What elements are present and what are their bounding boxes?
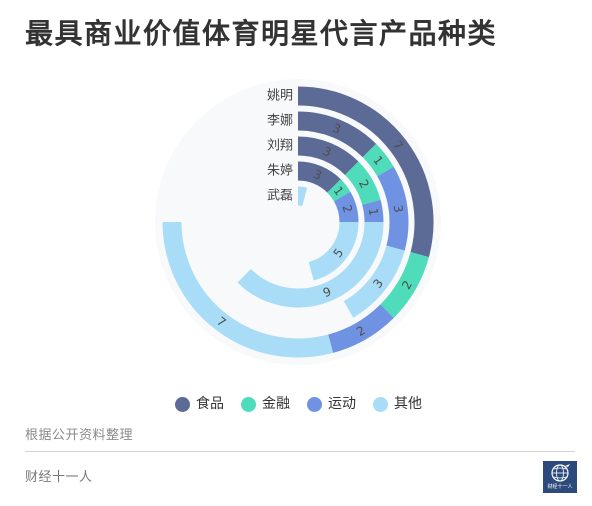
bar-segment-ring2-series1 xyxy=(297,111,377,158)
bar-segment-ring3-series3 xyxy=(362,199,384,223)
bar-value-label-ring4-series3: 2 xyxy=(340,203,356,214)
bar-value-label-ring3-series3: 1 xyxy=(366,207,381,216)
legend-label: 金融 xyxy=(262,396,290,412)
bar-segment-ring2-series3 xyxy=(377,166,409,251)
legend-label: 其他 xyxy=(394,396,422,412)
bar-segment-ring1-series3 xyxy=(327,304,394,353)
logo-text: 财经十一人 xyxy=(547,484,573,490)
globe-icon xyxy=(551,464,570,482)
legend-item-sports: 运动 xyxy=(307,396,356,412)
bar-segment-ring2-series2 xyxy=(362,143,394,177)
bar-segment-ring4-series4 xyxy=(308,221,359,281)
category-label: 刘翔 xyxy=(267,139,293,154)
bar-segment-ring2-series4 xyxy=(343,245,405,318)
bar-value-label-ring2-series3: 3 xyxy=(391,204,406,213)
legend-dot-icon xyxy=(307,396,322,412)
category-labels: 姚明 李娜 刘翔 朱婷 武磊 xyxy=(267,89,293,204)
bar-segment-ring3-series4 xyxy=(237,221,384,308)
source-note: 根据公开资料整理 xyxy=(25,428,134,443)
legend: 食品 金融 运动 其他 xyxy=(175,396,422,412)
bar-segment-ring5-series4 xyxy=(297,186,308,207)
bar-segment-ring1-series1 xyxy=(297,86,434,258)
footer-brand: 财经十一人 xyxy=(25,470,93,485)
chart-title: 最具商业价值体育明星代言产品种类 xyxy=(25,17,498,50)
bar-segment-ring4-series2 xyxy=(327,179,351,202)
bar-segment-ring3-series2 xyxy=(344,161,381,206)
legend-dot-icon xyxy=(241,396,256,412)
bar-segment-ring4-series3 xyxy=(333,191,359,223)
bar-segment-ring4-series1 xyxy=(297,161,341,193)
category-label: 姚明 xyxy=(267,89,293,104)
legend-item-food: 食品 xyxy=(175,396,224,412)
category-label: 朱婷 xyxy=(267,163,293,179)
category-label: 武磊 xyxy=(267,189,293,204)
footer-divider xyxy=(25,451,575,452)
category-label: 李娜 xyxy=(267,114,293,129)
legend-dot-icon xyxy=(373,396,388,412)
bar-segment-ring1-series4 xyxy=(162,221,334,358)
legend-item-other: 其他 xyxy=(373,396,422,412)
bar-segment-ring3-series1 xyxy=(297,136,359,176)
legend-label: 食品 xyxy=(196,396,224,412)
bar-segments xyxy=(162,86,434,358)
legend-item-finance: 金融 xyxy=(241,396,290,412)
legend-dot-icon xyxy=(175,396,190,412)
bar-segment-ring1-series2 xyxy=(380,251,429,318)
brand-logo: 财经十一人 xyxy=(543,461,577,493)
legend-label: 运动 xyxy=(328,396,356,412)
